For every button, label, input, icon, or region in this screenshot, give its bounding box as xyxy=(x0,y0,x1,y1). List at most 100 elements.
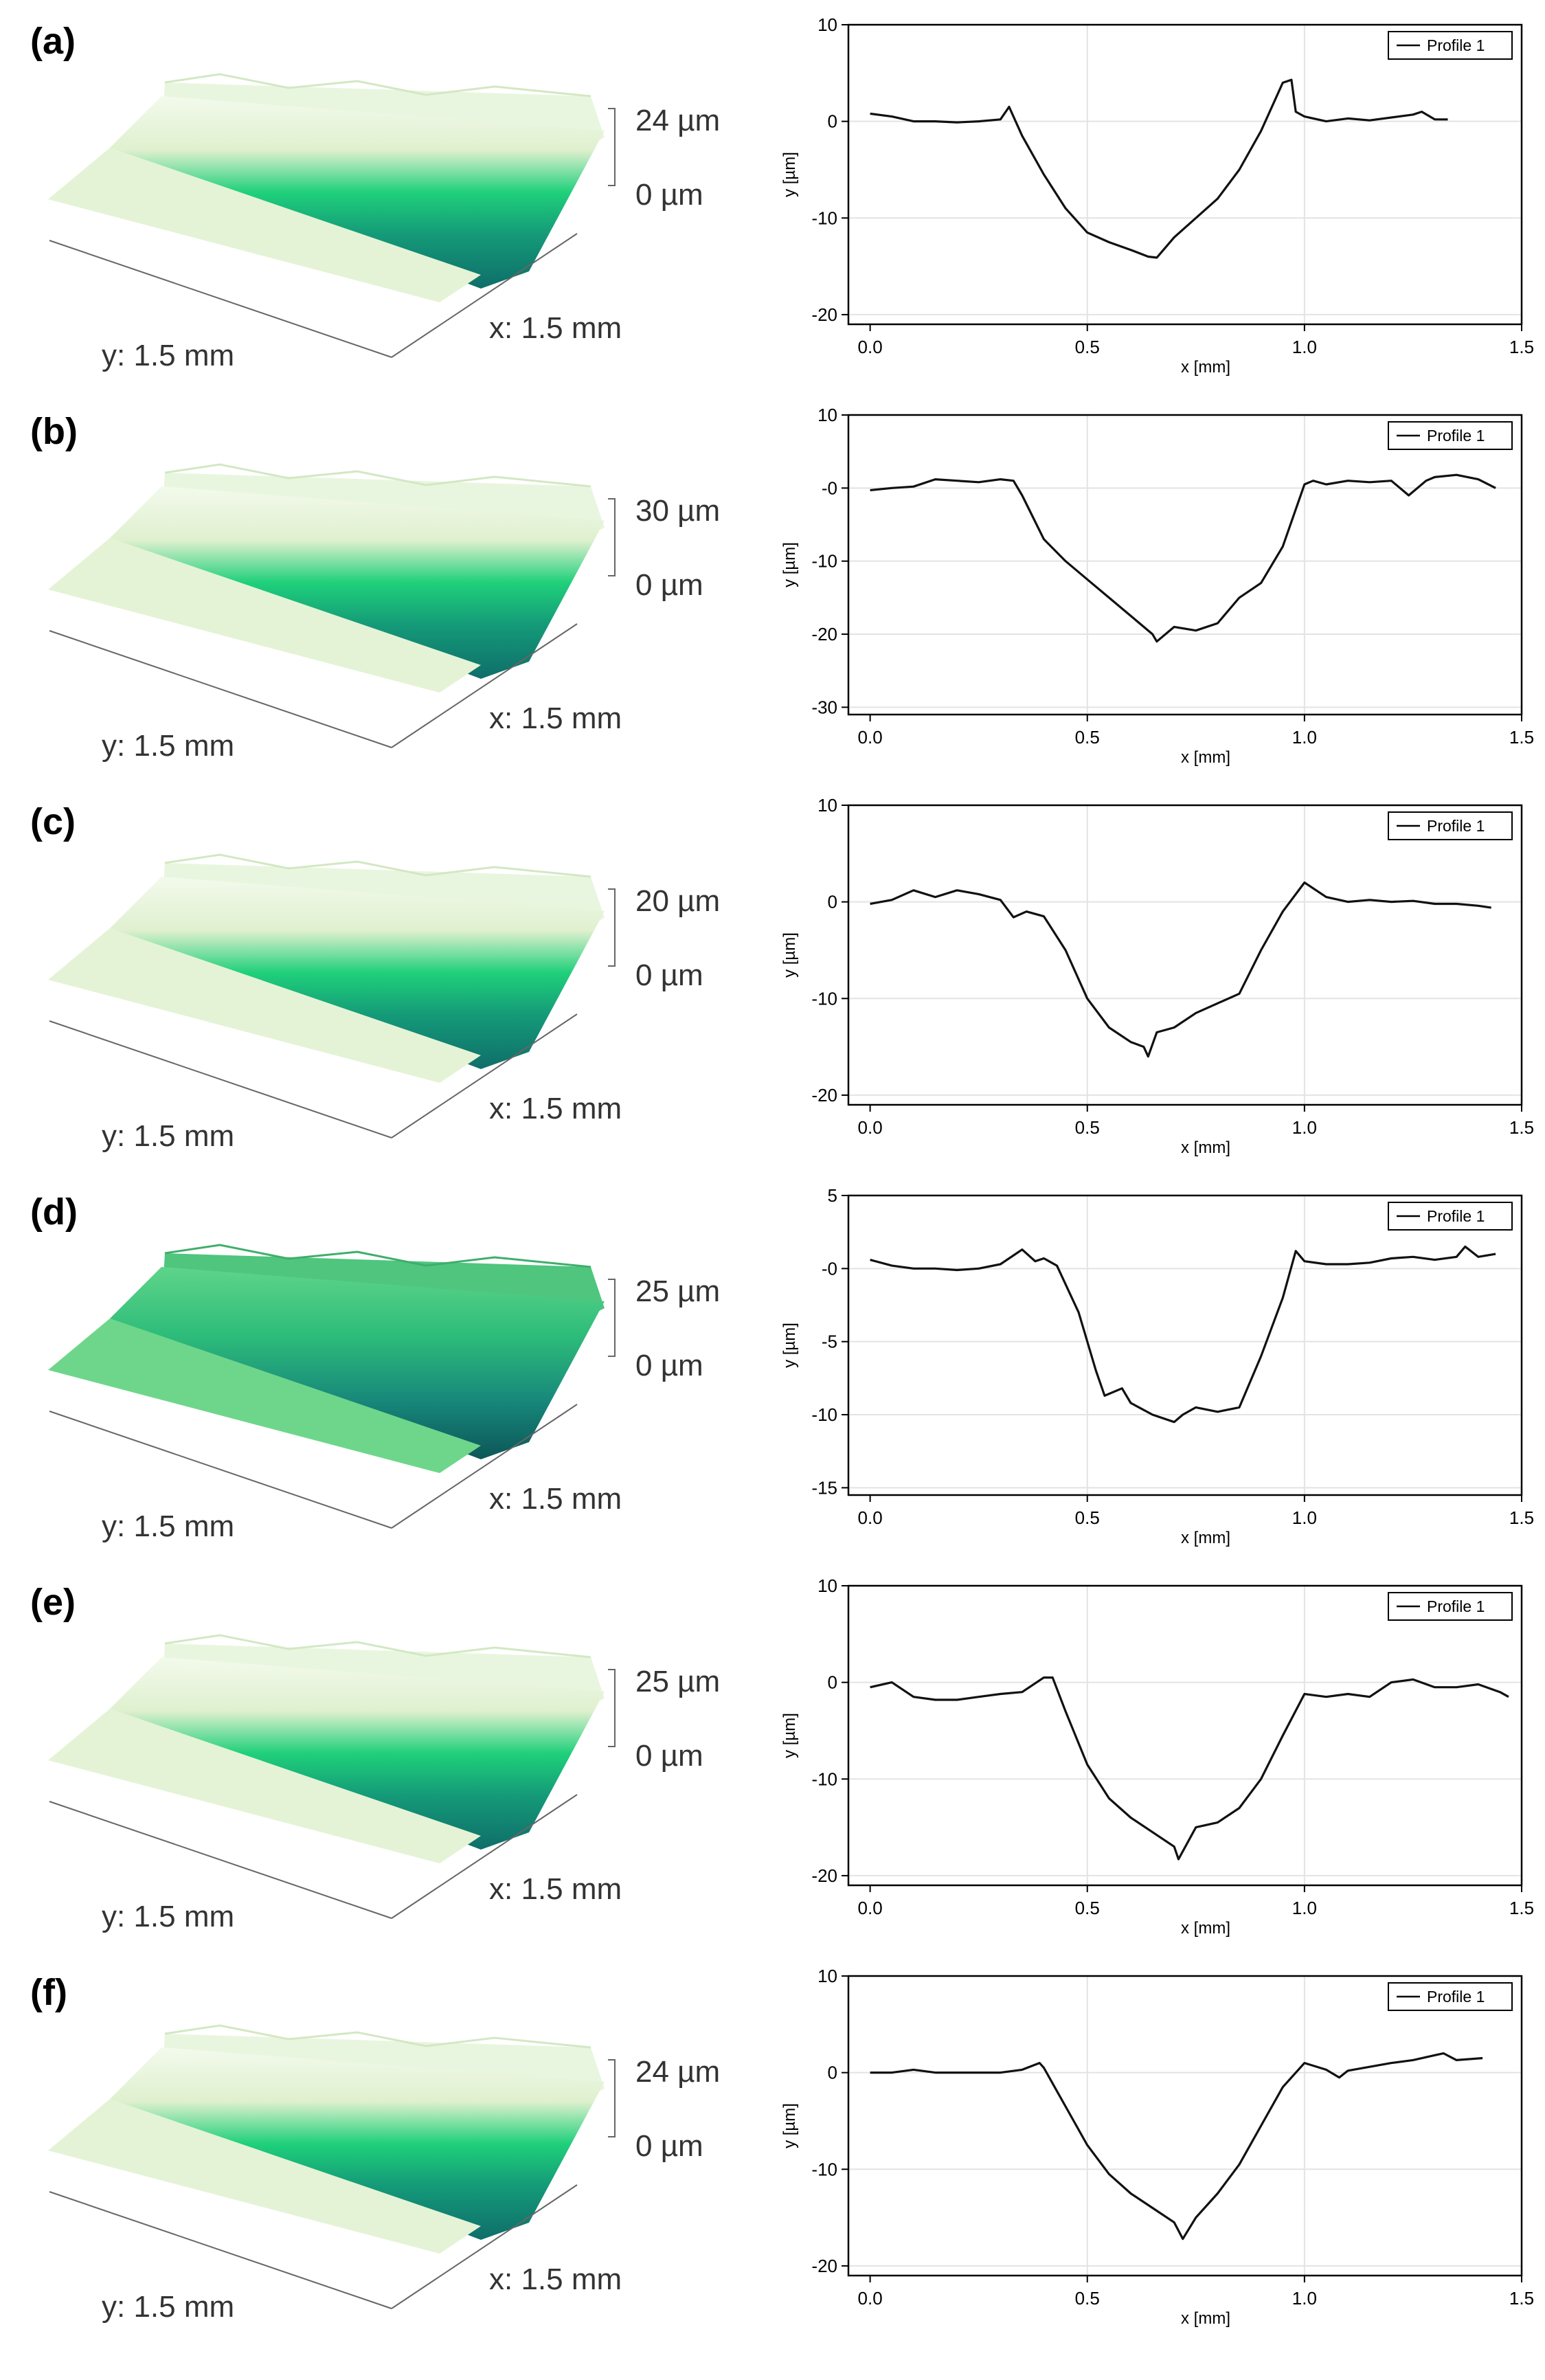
legend: Profile 1 xyxy=(1388,421,1513,450)
y-tick-label: -15 xyxy=(811,1477,837,1498)
x-tick-label: 1.5 xyxy=(1509,727,1534,748)
surface-groove xyxy=(110,877,605,1069)
plot-frame xyxy=(847,1584,1523,1887)
y-axis-label: y [µm] xyxy=(780,542,799,587)
surface-3d-view: 20 µm 0 µm x: 1.5 mm y: 1.5 mm xyxy=(48,853,720,1153)
y-tick-label: 10 xyxy=(817,1575,837,1596)
profile-chart: 0.0 0.5 1.0 1.5 10 -0 -10 -20 -30 x [mm] y [µm] Pro… xyxy=(780,405,1534,767)
surface-3d-view: 25 µm 0 µm x: 1.5 mm y: 1.5 mm xyxy=(48,1634,720,1933)
surface-front-plateau xyxy=(48,928,481,1083)
x-tick-label: 1.5 xyxy=(1509,2288,1534,2309)
y-tick-label: -10 xyxy=(811,551,837,572)
x-tick-label: 0.0 xyxy=(858,2288,883,2309)
z-scale-bracket xyxy=(608,1669,616,1747)
legend-label: Profile 1 xyxy=(1427,1207,1485,1225)
surface-3d-view: 24 µm 0 µm x: 1.5 mm y: 1.5 mm xyxy=(48,73,720,372)
surface-front-plateau xyxy=(48,538,481,693)
panel-a: (a) 24 µm 0 µm x: 1.5 mm y: 1.5 mm 0.0 0.5 1.0 1… xyxy=(30,14,1534,377)
legend: Profile 1 xyxy=(1388,1592,1513,1621)
panel-label: (e) xyxy=(30,1582,76,1623)
z-min-label: 0 µm xyxy=(635,1739,703,1773)
x-axis-label: x [mm] xyxy=(1181,2309,1230,2328)
z-scale-bracket xyxy=(608,108,616,186)
x-tick-label: 0.0 xyxy=(858,727,883,748)
y-base-edge xyxy=(49,1020,392,1138)
plot-frame xyxy=(847,414,1523,716)
y-extent-label: y: 1.5 mm xyxy=(102,729,234,763)
x-axis-label: x [mm] xyxy=(1181,358,1230,377)
x-axis-label: x [mm] xyxy=(1181,1138,1230,1157)
panel-f: (f) 24 µm 0 µm x: 1.5 mm y: 1.5 mm 0.0 0.5 1.0 1… xyxy=(30,1966,1534,2328)
x-base-edge xyxy=(391,623,578,748)
y-axis-label: y [µm] xyxy=(780,152,799,197)
profile-series-line xyxy=(870,881,1491,1058)
y-tick-label: -5 xyxy=(822,1332,837,1352)
z-min-label: 0 µm xyxy=(635,178,703,212)
surface-3d-view: 25 µm 0 µm x: 1.5 mm y: 1.5 mm xyxy=(48,1244,720,1543)
x-tick-label: 0.5 xyxy=(1075,337,1100,357)
surface-front-plateau xyxy=(48,1709,481,1863)
x-axis-label: x [mm] xyxy=(1181,748,1230,767)
y-tick-label: -10 xyxy=(811,988,837,1009)
x-tick-label: 1.0 xyxy=(1292,2288,1317,2309)
y-tick-label: 0 xyxy=(828,111,837,132)
profile-chart: 0.0 0.5 1.0 1.5 10 0 -10 -20 x [mm] y [µm] Profile… xyxy=(780,1966,1534,2328)
y-tick-label: -10 xyxy=(811,207,837,228)
x-extent-label: x: 1.5 mm xyxy=(489,1872,622,1906)
legend: Profile 1 xyxy=(1388,1202,1513,1231)
panel-label: (b) xyxy=(30,411,78,452)
legend-label: Profile 1 xyxy=(1427,427,1485,445)
profile-chart: 0.0 0.5 1.0 1.5 5 -0 -5 -10 -15 x [mm] y [µm] Profi… xyxy=(780,1185,1534,1547)
x-base-edge xyxy=(391,1794,578,1919)
x-tick-label: 0.5 xyxy=(1075,1117,1100,1138)
z-min-label: 0 µm xyxy=(635,568,703,602)
y-tick-label: 10 xyxy=(817,14,837,35)
x-tick-label: 0.0 xyxy=(858,1898,883,1918)
profile-chart: 0.0 0.5 1.0 1.5 10 0 -10 -20 x [mm] y [µm] Profile… xyxy=(780,14,1534,377)
y-axis-label: y [µm] xyxy=(780,932,799,978)
plot-frame xyxy=(847,804,1523,1106)
y-extent-label: y: 1.5 mm xyxy=(102,1119,234,1153)
z-max-label: 25 µm xyxy=(635,1275,720,1308)
y-extent-label: y: 1.5 mm xyxy=(102,2290,234,2324)
legend-label: Profile 1 xyxy=(1427,817,1485,835)
profile-series-line xyxy=(870,78,1448,259)
y-tick-label: -0 xyxy=(822,1258,837,1279)
surface-groove xyxy=(110,2047,605,2240)
z-scale-bracket xyxy=(608,498,616,576)
x-tick-label: 1.5 xyxy=(1509,1507,1534,1528)
y-tick-label: -10 xyxy=(811,1769,837,1789)
x-extent-label: x: 1.5 mm xyxy=(489,1092,622,1125)
panel-e: (e) 25 µm 0 µm x: 1.5 mm y: 1.5 mm 0.0 0.5 1.0 1… xyxy=(30,1575,1534,1938)
y-axis-label: y [µm] xyxy=(780,1323,799,1368)
profile-chart: 0.0 0.5 1.0 1.5 10 0 -10 -20 x [mm] y [µm] Profile… xyxy=(780,795,1534,1157)
profile-series-line xyxy=(870,2052,1483,2241)
panel-label: (f) xyxy=(30,1972,67,2013)
x-base-edge xyxy=(391,1404,578,1529)
z-max-label: 25 µm xyxy=(635,1665,720,1698)
legend-box xyxy=(1388,31,1513,60)
surface-rough-edge xyxy=(164,1244,591,1268)
panel-label: (c) xyxy=(30,801,76,842)
y-tick-label: -20 xyxy=(811,2256,837,2276)
x-tick-label: 1.0 xyxy=(1292,727,1317,748)
plot-frame xyxy=(847,1194,1523,1496)
legend-label: Profile 1 xyxy=(1427,1988,1485,2006)
y-tick-label: -10 xyxy=(811,1404,837,1425)
x-base-edge xyxy=(391,233,578,358)
surface-groove xyxy=(110,1657,605,1850)
z-scale-bracket xyxy=(608,1279,616,1357)
surface-rough-edge xyxy=(164,73,591,98)
y-tick-label: -10 xyxy=(811,2159,837,2179)
x-base-edge xyxy=(391,1013,578,1138)
z-min-label: 0 µm xyxy=(635,2129,703,2163)
z-max-label: 24 µm xyxy=(635,2055,720,2089)
surface-rough-edge xyxy=(164,463,591,488)
x-tick-label: 0.5 xyxy=(1075,2288,1100,2309)
x-axis-label: x [mm] xyxy=(1181,1529,1230,1547)
z-max-label: 20 µm xyxy=(635,884,720,918)
legend-label: Profile 1 xyxy=(1427,36,1485,54)
y-tick-label: 10 xyxy=(817,405,837,425)
legend: Profile 1 xyxy=(1388,1982,1513,2011)
